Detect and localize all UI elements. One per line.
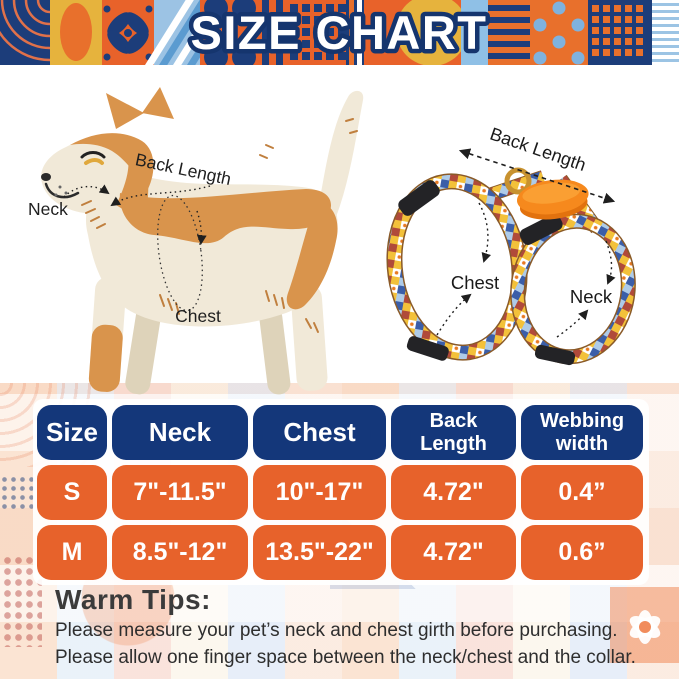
size-s-back-length: 4.72": [391, 465, 516, 520]
harness-buckles: [398, 180, 576, 366]
size-m-neck: 8.5"-12": [112, 525, 248, 580]
warm-tips-heading: Warm Tips:: [55, 584, 211, 615]
banner-tiles-decor: [0, 0, 679, 65]
harness-back-length-label: Back Length: [487, 124, 588, 175]
size-s-neck: 7"-11.5": [112, 465, 248, 520]
harness-diagram: Back Length Chest Neck: [386, 124, 636, 366]
size-s-chest: 10"-17": [253, 465, 386, 520]
size-s-webbing-width: 0.4”: [521, 465, 643, 520]
warm-tips-section: Warm Tips: Please measure your pet’s nec…: [55, 584, 636, 671]
size-m-chest: 13.5"-22": [253, 525, 386, 580]
size-m-back-length: 4.72": [391, 525, 516, 580]
cat-chest-label: Chest: [175, 306, 221, 326]
cat-measurement-diagram: Back Length Neck Chest: [28, 87, 364, 395]
column-header-back-length: Back Length: [391, 405, 516, 460]
harness-neck-label: Neck: [570, 286, 613, 307]
size-s-label: S: [37, 465, 107, 520]
harness-chest-label: Chest: [451, 272, 499, 293]
size-table: Size Neck Chest Back Length Webbing widt…: [37, 405, 643, 580]
page-title: SIZE CHART: [191, 6, 488, 59]
size-m-webbing-width: 0.6”: [521, 525, 643, 580]
size-m-label: M: [37, 525, 107, 580]
column-header-chest: Chest: [253, 405, 386, 460]
cat-neck-label: Neck: [28, 199, 68, 219]
harness-illustration: [386, 167, 636, 366]
column-header-neck: Neck: [112, 405, 248, 460]
column-header-webbing-width: Webbing width: [521, 405, 643, 460]
warm-tips-line: Please allow one finger space between th…: [55, 647, 636, 669]
warm-tips-line: Please measure your pet’s neck and chest…: [55, 620, 618, 641]
cat-illustration: [41, 87, 364, 395]
banner: SIZE CHART: [0, 0, 679, 65]
column-header-size: Size: [37, 405, 107, 460]
mosaic-flower-decor: [610, 587, 679, 663]
